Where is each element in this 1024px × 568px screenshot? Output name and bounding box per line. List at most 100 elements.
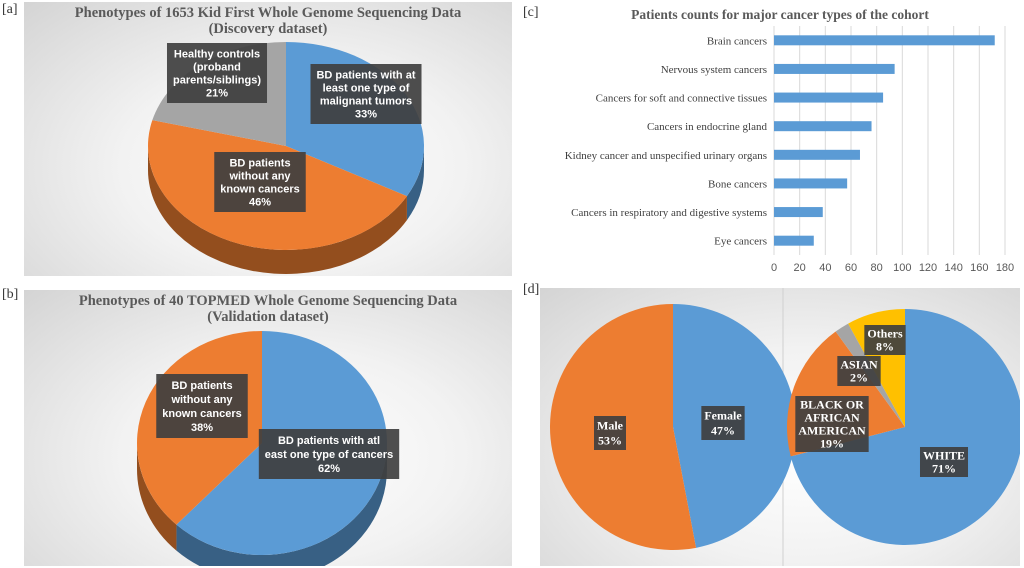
- panel-b: Phenotypes of 40 TOPMED Whole Genome Seq…: [24, 290, 512, 566]
- chart-a-title: Phenotypes of 1653 Kid First Whole Genom…: [24, 5, 512, 37]
- chart-c-tick-label: 140: [944, 262, 962, 274]
- chart-a-label-0-box: [310, 64, 422, 124]
- chart-b-label-0-box: [258, 429, 400, 479]
- chart-d2-label-0-line: 71%: [932, 462, 956, 476]
- chart-b-label-1-line: without any: [170, 394, 233, 406]
- chart-b-label-0-line: 62%: [318, 463, 340, 475]
- chart-a-title-line: Phenotypes of 1653 Kid First Whole Genom…: [74, 5, 462, 21]
- chart-b-subtitle: (Validation dataset): [207, 309, 329, 325]
- panel-label-d: [d]: [523, 282, 540, 297]
- chart-a-label-2-line: (proband: [193, 62, 241, 74]
- panel-a: Phenotypes of 1653 Kid First Whole Genom…: [24, 2, 512, 276]
- chart-d2-label-2-line: 2%: [850, 371, 868, 385]
- chart-d2-label-2-line: ASIAN: [840, 358, 878, 372]
- chart-c-bar: [774, 121, 872, 132]
- chart-a-slice-side-1: [148, 146, 407, 275]
- chart-d2-label-1-line: BLACK OR: [800, 398, 864, 412]
- chart-b-label-1-box: [156, 374, 248, 438]
- chart-c-category-label: Cancers for soft and connective tissues: [596, 93, 767, 105]
- chart-a-label-2-box: [166, 43, 268, 103]
- panel-c: Patients counts for major cancer types o…: [540, 2, 1020, 278]
- chart-b-label-1-line: 38%: [191, 422, 213, 434]
- chart-d2-label-1-line: AFRICAN: [804, 411, 860, 425]
- chart-c-bar: [774, 149, 860, 160]
- chart-b-slice-side-1: [137, 443, 177, 551]
- chart-a-label-2-line: 21%: [206, 88, 228, 100]
- chart-c-category-label: Eye cancers: [714, 236, 767, 248]
- chart-c-category-label: Bone cancers: [708, 178, 767, 190]
- chart-c-tick-label: 0: [771, 262, 777, 274]
- chart-b-label-1-line: known cancers: [162, 408, 241, 420]
- chart-a-label-1-line: without any: [228, 171, 291, 183]
- chart-d1-label-0-line: 47%: [711, 424, 735, 438]
- chart-b-title: Phenotypes of 40 TOPMED Whole Genome Seq…: [24, 293, 512, 325]
- chart-b-label-0-line: east one type of cancers: [265, 449, 393, 461]
- chart-a-label-1-line: BD patients: [229, 158, 290, 170]
- chart-a-label-2-line: parents/siblings): [173, 75, 261, 87]
- chart-c-bar: [774, 35, 995, 46]
- chart-d2-label-3-line: 8%: [876, 340, 894, 354]
- panel-label-b: [b]: [2, 287, 19, 302]
- chart-a-label-2: Healthy controls(probandparents/siblings…: [166, 43, 268, 103]
- chart-c-tick-label: 40: [819, 262, 831, 274]
- chart-a-label-1-box: [214, 152, 306, 212]
- chart-d2-label-0-line: WHITE: [923, 449, 965, 463]
- chart-c-category-label: Kidney cancer and unspecified urinary or…: [565, 150, 767, 162]
- chart-c-bar: [774, 178, 848, 189]
- chart-a-label-0-line: BD patients with at: [316, 70, 415, 82]
- chart-a-label-2-line: Healthy controls: [174, 49, 260, 61]
- chart-b-label-1-line: BD patients: [171, 380, 232, 392]
- chart-d2-label-3-box: [864, 325, 906, 355]
- chart-d1-label-0-box: [701, 406, 745, 440]
- chart-a-subtitle: (Discovery dataset): [208, 21, 328, 37]
- chart-c-tick-label: 20: [794, 262, 806, 274]
- chart-a-label-1-line: 46%: [249, 197, 271, 209]
- chart-d2-label-1-box: [795, 396, 869, 452]
- chart-c-tick-label: 160: [970, 262, 988, 274]
- chart-b-label-0: BD patients with atl east one type of can…: [258, 429, 400, 479]
- chart-b-title-line: Phenotypes of 40 TOPMED Whole Genome Seq…: [78, 293, 458, 309]
- chart-d1-label-1-line: 53%: [598, 434, 622, 448]
- chart-c-category-label: Cancers in respiratory and digestive sys…: [571, 207, 767, 219]
- chart-b-slice-side-0: [176, 443, 387, 566]
- chart-b-label-1: BD patients without any known cancers 38%: [156, 374, 248, 438]
- chart-a-slice-side-0: [406, 146, 425, 221]
- chart-d2-label-1-line: 19%: [820, 437, 844, 451]
- panel-d: Female 47% Male 53% WHITE 71% BLACK OR AFRICAN A…: [540, 288, 1020, 566]
- chart-d2-slice-0: [790, 309, 1020, 545]
- chart-c-category-label: Cancers in endocrine gland: [647, 121, 768, 133]
- chart-b-svg: BD patients with atl east one type of can…: [137, 331, 400, 566]
- chart-c-category-label: Brain cancers: [707, 35, 767, 47]
- chart-c-bar: [774, 63, 895, 74]
- chart-c-svg: 0 20 40 60 80 100 120 140 160 180 Brain cancers Ner…: [565, 26, 1014, 274]
- chart-d1-label-1-line: Male: [597, 419, 624, 433]
- chart-c-tick-label: 180: [996, 262, 1014, 274]
- chart-c-bar: [774, 207, 823, 218]
- chart-c-title: Patients counts for major cancer types o…: [631, 7, 929, 22]
- chart-c-bar: [774, 235, 814, 246]
- panel-label-c: [c]: [523, 5, 539, 20]
- chart-c-tick-label: 60: [845, 262, 857, 274]
- chart-c-tick-label: 100: [893, 262, 911, 274]
- chart-c-tick-label: 80: [871, 262, 883, 274]
- chart-c-category-label: Nervous system cancers: [661, 64, 767, 76]
- chart-b-label-0-line: BD patients with atl: [278, 435, 380, 447]
- chart-d1-label-0-line: Female: [704, 409, 742, 423]
- panel-label-a: [a]: [2, 2, 18, 17]
- chart-c-tick-label: 120: [919, 262, 937, 274]
- chart-a-label-0-line: 33%: [355, 109, 377, 121]
- chart-a-label-0-line: malignant tumors: [320, 96, 412, 108]
- chart-d2-label-1-line: AMERICAN: [798, 424, 866, 438]
- chart-a-label-0-line: least one type of: [323, 83, 410, 95]
- chart-d2-label-0-box: [919, 447, 969, 477]
